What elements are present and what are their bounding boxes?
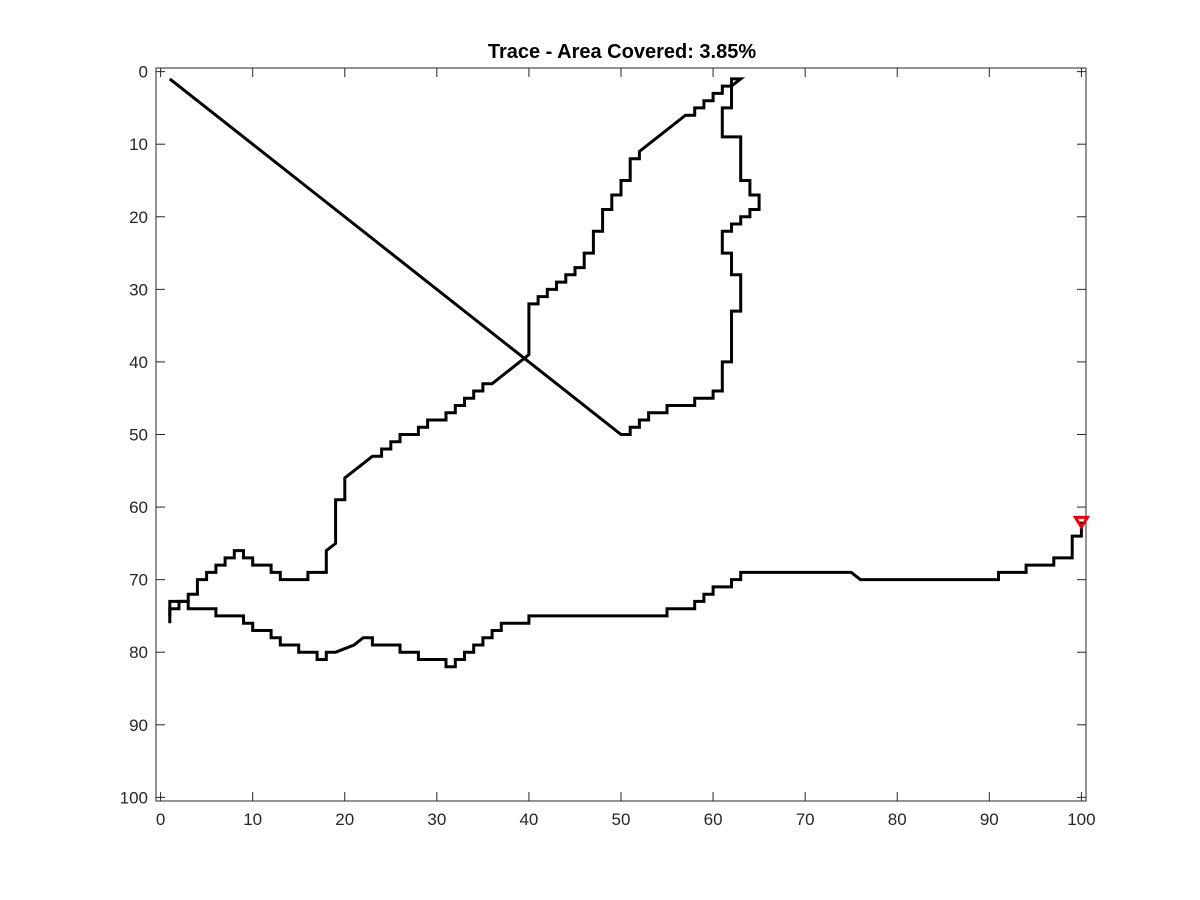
x-tick-label: 20 bbox=[335, 810, 354, 829]
x-tick-label: 70 bbox=[796, 810, 815, 829]
x-tick-label: 0 bbox=[156, 810, 165, 829]
y-tick-label: 50 bbox=[129, 426, 148, 445]
y-tick-label: 40 bbox=[129, 353, 148, 372]
y-tick-label: 10 bbox=[129, 135, 148, 154]
x-tick-label: 40 bbox=[519, 810, 538, 829]
end-marker-triangle bbox=[1072, 515, 1091, 530]
y-tick-label: 60 bbox=[129, 498, 148, 517]
chart-title: Trace - Area Covered: 3.85% bbox=[488, 41, 756, 63]
y-tick-label: 90 bbox=[129, 716, 148, 735]
plot-area: 0 10 20 30 40 50 60 70 80 90 100 0 10 20 30 40 50 60 70 80 9… bbox=[120, 63, 1096, 829]
x-tick-label: 50 bbox=[612, 810, 631, 829]
x-tick-label: 100 bbox=[1067, 810, 1095, 829]
y-tick-label: 0 bbox=[139, 63, 148, 82]
y-tick-label: 100 bbox=[120, 788, 148, 807]
x-tick-label: 90 bbox=[980, 810, 999, 829]
x-tick-label: 30 bbox=[427, 810, 446, 829]
trace-line-1 bbox=[168, 521, 1083, 669]
x-tick-label: 80 bbox=[888, 810, 907, 829]
trace-line-2 bbox=[168, 77, 761, 616]
y-tick-label: 20 bbox=[129, 208, 148, 227]
y-tick-label: 30 bbox=[129, 280, 148, 299]
y-tick-label: 80 bbox=[129, 643, 148, 662]
y-tick-label: 70 bbox=[129, 571, 148, 590]
x-tick-label: 60 bbox=[704, 810, 723, 829]
x-tick-label: 10 bbox=[243, 810, 262, 829]
